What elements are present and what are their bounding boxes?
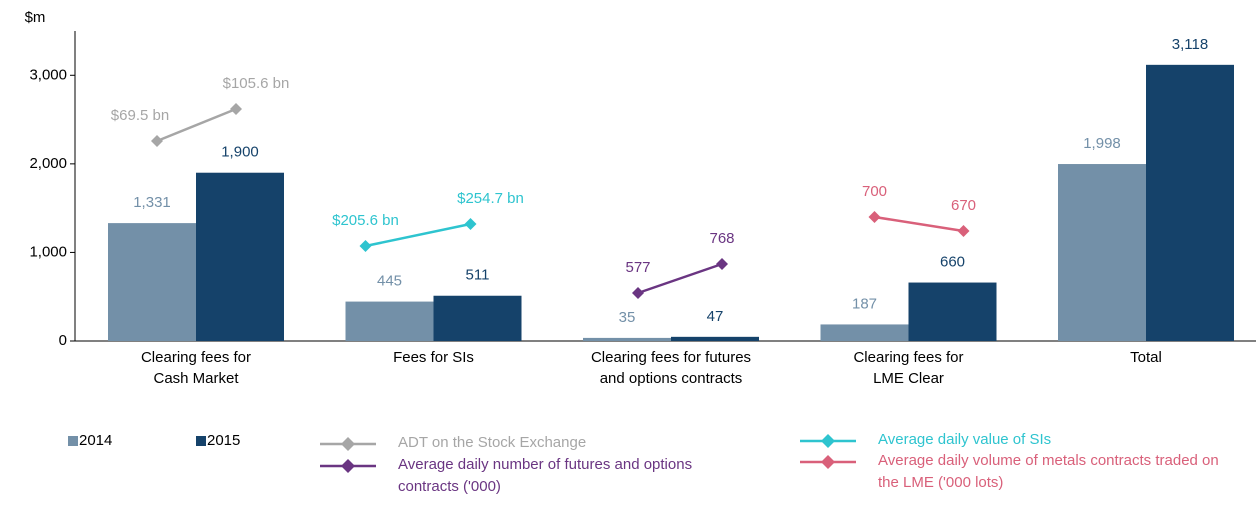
x-tick-label: Clearing fees for futures [591, 349, 751, 366]
overlay-value-label: $205.6 bn [332, 212, 399, 229]
x-tick-label: LME Clear [873, 370, 944, 387]
overlay-marker [359, 240, 372, 252]
y-axis-label: $m [25, 9, 46, 26]
x-tick-label: Total [1130, 349, 1162, 366]
bar [433, 295, 522, 341]
x-tick-label: Cash Market [153, 370, 239, 387]
x-tick-label: Fees for SIs [393, 349, 474, 366]
overlay-marker [716, 258, 728, 270]
bar-value-label: 1,998 [1083, 135, 1121, 152]
bar [108, 223, 196, 341]
overlay-value-label: 577 [625, 259, 650, 276]
bar-value-label: 3,118 [1172, 36, 1208, 53]
overlay-value-label: 670 [951, 197, 976, 214]
overlay-line [637, 262, 723, 295]
bar-value-label: 660 [940, 254, 965, 271]
bar [908, 282, 997, 341]
legend-swatch [68, 436, 78, 446]
legend-label: Average daily volume of metals contracts… [878, 452, 1219, 491]
bar-value-label: 187 [852, 295, 877, 312]
legend-marker [821, 434, 835, 448]
overlay-marker [230, 103, 242, 115]
bar [345, 301, 434, 341]
x-tick-label: and options contracts [600, 370, 743, 387]
x-tick-label: Clearing fees for [141, 349, 251, 366]
bar [583, 337, 671, 341]
y-tick-label: 2,000 [29, 155, 67, 172]
legend-label: 2014 [79, 432, 113, 449]
overlay-value-label: $254.7 bn [457, 190, 524, 207]
overlay-line [874, 215, 964, 233]
legend-label: 2015 [207, 432, 241, 449]
overlay-marker [464, 218, 477, 230]
overlay-marker [632, 287, 644, 299]
bar [1058, 164, 1146, 341]
overlay-marker [868, 211, 881, 223]
overlay-marker [957, 225, 970, 237]
legend-marker [341, 459, 355, 473]
overlay-marker [151, 135, 163, 147]
y-tick-label: 3,000 [29, 66, 67, 83]
legend-swatch [196, 436, 206, 446]
y-tick-label: 0 [59, 332, 67, 349]
bar [196, 172, 284, 341]
legend-label: ADT on the Stock Exchange [398, 434, 587, 451]
y-tick-label: 1,000 [29, 243, 67, 260]
overlay-value-label: 700 [862, 183, 887, 200]
legend-marker [341, 437, 355, 451]
bar [1146, 64, 1234, 341]
overlay-line [156, 107, 237, 143]
legend-marker [821, 455, 835, 469]
overlay-value-label: 768 [709, 230, 734, 247]
overlay-value-label: $69.5 bn [111, 107, 169, 124]
bar-value-label: 1,331 [133, 194, 171, 211]
bar-value-label: 47 [707, 308, 724, 325]
bar-value-label: 511 [466, 267, 490, 284]
bar [820, 324, 909, 341]
bar-value-label: 445 [377, 273, 402, 290]
legend-label: Average daily value of SIs [878, 431, 1052, 448]
x-tick-label: Clearing fees for [853, 349, 963, 366]
bar-value-label: 35 [619, 309, 636, 326]
overlay-value-label: $105.6 bn [223, 75, 290, 92]
bar [671, 336, 759, 341]
legend-label: Average daily number of futures and opti… [398, 456, 693, 495]
bar-value-label: 1,900 [221, 144, 259, 161]
overlay-line [365, 222, 471, 248]
